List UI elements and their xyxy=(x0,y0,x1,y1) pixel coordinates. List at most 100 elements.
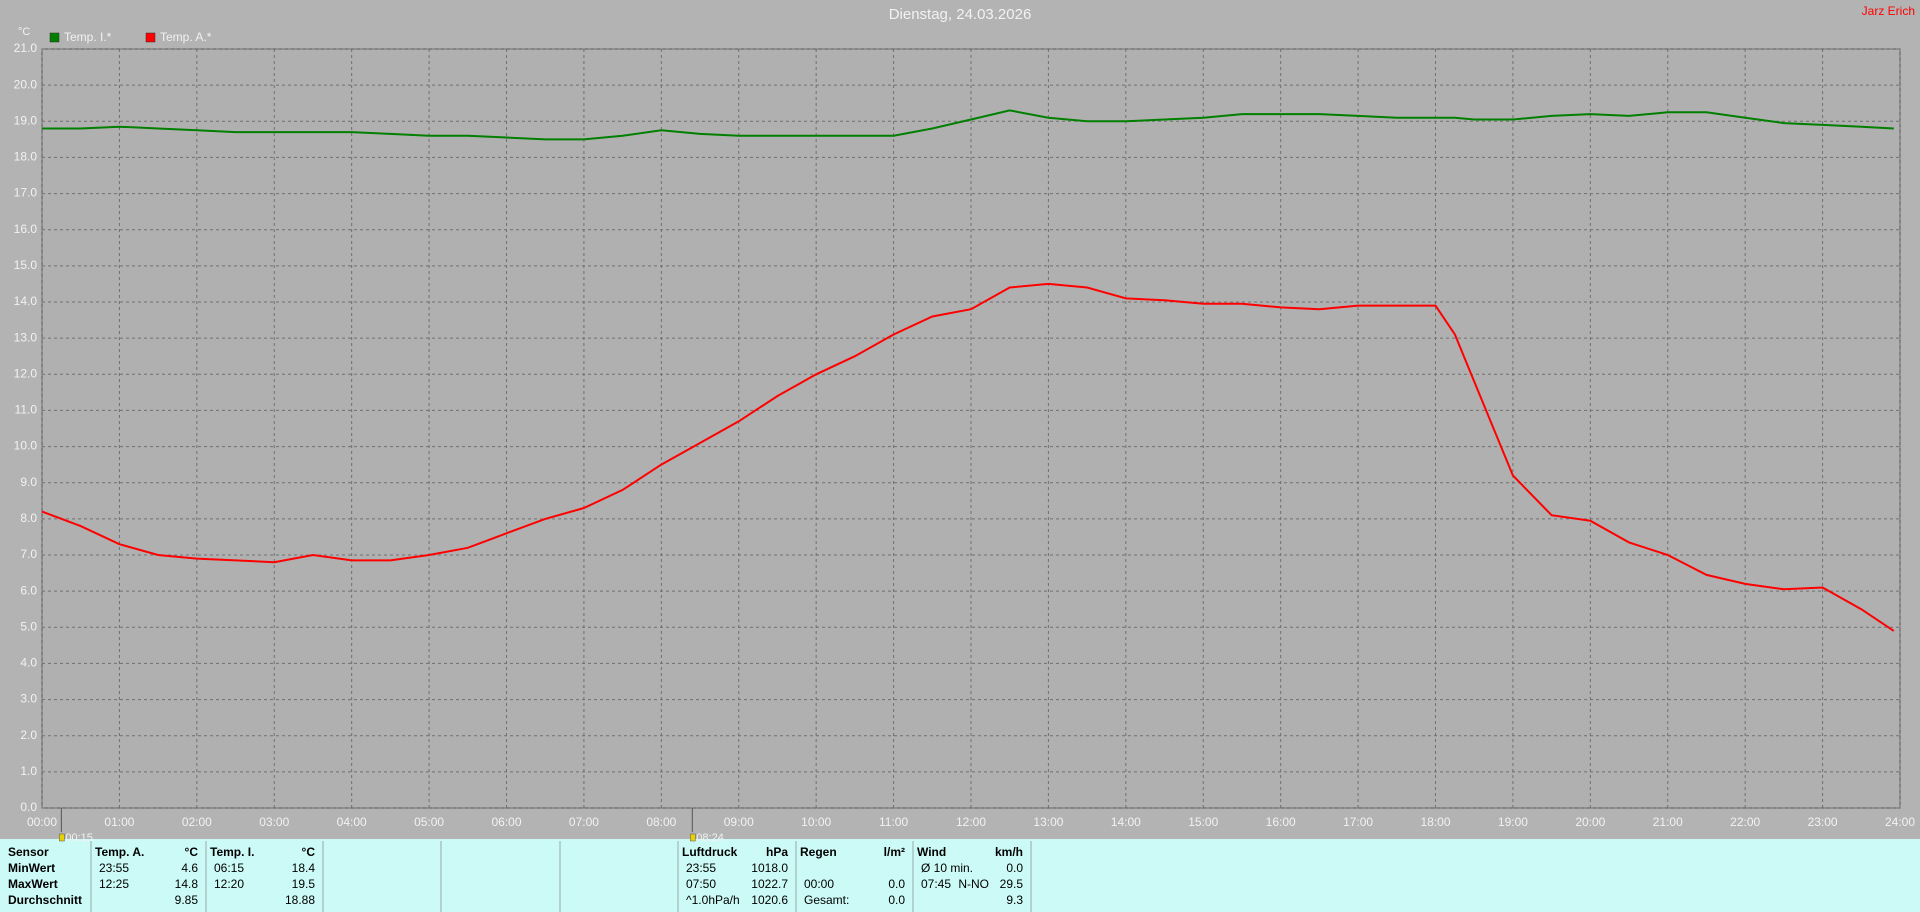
x-tick-label: 08:00 xyxy=(646,815,676,829)
event-label: 00:15 xyxy=(65,832,93,844)
row-label: MaxWert xyxy=(8,877,58,891)
y-tick-label: 4.0 xyxy=(20,656,37,670)
x-tick-label: 07:00 xyxy=(569,815,599,829)
legend-label: Temp. I.* xyxy=(64,30,112,44)
x-tick-label: 15:00 xyxy=(1188,815,1218,829)
x-tick-label: 04:00 xyxy=(337,815,367,829)
table-cell: 29.5 xyxy=(1000,877,1024,891)
legend-swatch xyxy=(49,32,60,43)
table-cell: 4.6 xyxy=(181,861,198,875)
table-cell: 06:15 xyxy=(214,861,244,875)
x-tick-label: 16:00 xyxy=(1266,815,1296,829)
stats-panel xyxy=(0,839,1920,912)
table-cell: N-NO xyxy=(958,877,989,891)
section-unit: °C xyxy=(185,845,199,859)
y-tick-label: 14.0 xyxy=(14,294,38,308)
table-cell: 9.3 xyxy=(1006,893,1023,907)
author: Jarz Erich xyxy=(1862,4,1915,18)
y-tick-label: 8.0 xyxy=(20,511,37,525)
table-cell: 23:55 xyxy=(99,861,129,875)
y-tick-label: 11.0 xyxy=(15,403,38,417)
y-tick-label: 9.0 xyxy=(20,475,37,489)
x-tick-label: 12:00 xyxy=(956,815,986,829)
y-tick-label: 16.0 xyxy=(14,222,38,236)
y-tick-label: 10.0 xyxy=(14,439,38,453)
y-tick-label: 6.0 xyxy=(20,583,37,597)
x-tick-label: 23:00 xyxy=(1808,815,1838,829)
row-label: MinWert xyxy=(8,861,55,875)
x-tick-label: 20:00 xyxy=(1575,815,1605,829)
section-unit: °C xyxy=(302,845,316,859)
x-tick-label: 05:00 xyxy=(414,815,444,829)
section-header: Temp. I. xyxy=(210,845,254,859)
y-tick-label: 17.0 xyxy=(14,186,38,200)
section-header: Temp. A. xyxy=(95,845,144,859)
section-header: Luftdruck xyxy=(682,845,738,859)
y-tick-label: 5.0 xyxy=(20,619,37,633)
y-tick-label: 12.0 xyxy=(14,366,38,380)
section-unit: km/h xyxy=(995,845,1023,859)
table-cell: Gesamt: xyxy=(804,893,849,907)
table-cell: 0.0 xyxy=(1006,861,1023,875)
y-tick-label: 20.0 xyxy=(14,77,38,91)
x-tick-label: 00:00 xyxy=(27,815,57,829)
table-cell: 1018.0 xyxy=(751,861,788,875)
event-label: 08:24 xyxy=(696,832,724,844)
section-unit: l/m² xyxy=(884,845,905,859)
table-cell: 07:50 xyxy=(686,877,716,891)
x-tick-label: 21:00 xyxy=(1653,815,1683,829)
table-cell: 18.88 xyxy=(285,893,315,907)
table-cell: ^1.0hPa/h xyxy=(686,893,740,907)
table-cell: 14.8 xyxy=(175,877,199,891)
table-cell: 07:45 xyxy=(921,877,951,891)
y-tick-label: 0.0 xyxy=(20,800,37,814)
section-unit: hPa xyxy=(766,845,788,859)
x-tick-label: 22:00 xyxy=(1730,815,1760,829)
y-unit: °C xyxy=(18,26,30,38)
table-cell: 1020.6 xyxy=(751,893,788,907)
section-header: Wind xyxy=(917,845,946,859)
table-cell: 0.0 xyxy=(888,877,905,891)
event-icon xyxy=(690,833,696,842)
x-tick-label: 09:00 xyxy=(724,815,754,829)
table-cell: 23:55 xyxy=(686,861,716,875)
chart-title: Dienstag, 24.03.2026 xyxy=(889,6,1032,23)
legend-label: Temp. A.* xyxy=(160,30,212,44)
x-tick-label: 03:00 xyxy=(259,815,289,829)
x-tick-label: 10:00 xyxy=(801,815,831,829)
x-tick-label: 17:00 xyxy=(1343,815,1373,829)
y-tick-label: 7.0 xyxy=(20,547,37,561)
y-tick-label: 18.0 xyxy=(14,150,38,164)
table-cell: Ø 10 min. xyxy=(921,861,973,875)
table-cell: 0.0 xyxy=(888,893,905,907)
y-tick-label: 13.0 xyxy=(14,330,38,344)
table-cell: 00:00 xyxy=(804,877,834,891)
row-label: Durchschnitt xyxy=(8,893,82,907)
x-tick-label: 14:00 xyxy=(1111,815,1141,829)
section-header: Regen xyxy=(800,845,837,859)
y-tick-label: 1.0 xyxy=(20,764,37,778)
series-line xyxy=(41,282,1895,632)
table-cell: 1022.7 xyxy=(751,877,788,891)
y-tick-label: 21.0 xyxy=(14,41,38,55)
x-tick-label: 01:00 xyxy=(104,815,134,829)
y-tick-label: 2.0 xyxy=(20,728,37,742)
table-cell: 9.85 xyxy=(175,893,199,907)
series-line xyxy=(42,109,1894,141)
table-cell: 18.4 xyxy=(292,861,316,875)
y-tick-label: 15.0 xyxy=(14,258,38,272)
x-tick-label: 13:00 xyxy=(1033,815,1063,829)
x-tick-label: 11:00 xyxy=(879,815,908,829)
row-label: Sensor xyxy=(8,845,49,859)
table-cell: 19.5 xyxy=(292,877,316,891)
y-tick-label: 19.0 xyxy=(14,113,38,127)
event-icon xyxy=(59,833,65,842)
table-cell: 12:25 xyxy=(99,877,129,891)
x-tick-label: 24:00 xyxy=(1885,815,1915,829)
x-tick-label: 19:00 xyxy=(1498,815,1528,829)
legend-swatch xyxy=(145,32,156,43)
x-tick-label: 18:00 xyxy=(1420,815,1450,829)
x-tick-label: 06:00 xyxy=(491,815,521,829)
